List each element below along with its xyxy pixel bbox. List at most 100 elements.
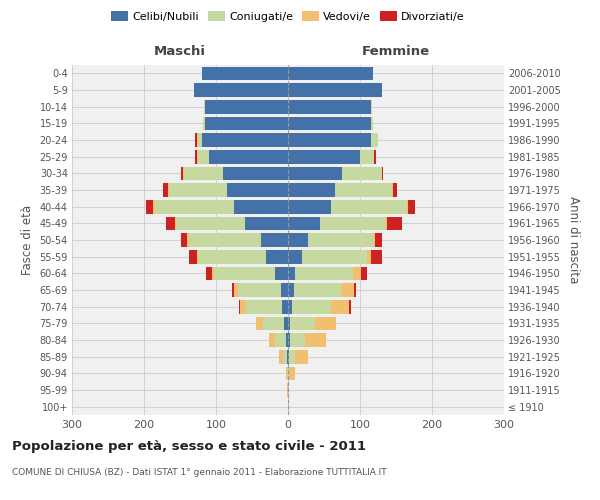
Bar — [198, 150, 209, 164]
Bar — [292, 300, 331, 314]
Bar — [287, 350, 288, 364]
Bar — [295, 266, 353, 280]
Bar — [197, 250, 198, 264]
Bar — [214, 266, 275, 280]
Bar — [280, 350, 283, 364]
Bar — [302, 250, 367, 264]
Bar — [181, 233, 187, 247]
Bar — [353, 266, 361, 280]
Bar — [374, 150, 376, 164]
Bar — [166, 216, 175, 230]
Bar — [349, 300, 350, 314]
Bar — [353, 283, 356, 297]
Bar — [371, 116, 373, 130]
Bar — [308, 233, 373, 247]
Bar — [194, 83, 288, 97]
Bar — [283, 350, 287, 364]
Bar — [198, 250, 266, 264]
Bar — [408, 200, 415, 213]
Bar — [288, 383, 289, 397]
Bar — [155, 200, 234, 213]
Bar — [288, 300, 292, 314]
Bar — [360, 150, 374, 164]
Bar — [245, 216, 288, 230]
Bar — [367, 250, 371, 264]
Text: Maschi: Maschi — [154, 46, 206, 59]
Bar — [202, 133, 288, 147]
Bar — [176, 216, 245, 230]
Bar — [289, 350, 295, 364]
Bar — [288, 366, 289, 380]
Bar — [392, 183, 393, 197]
Bar — [295, 350, 308, 364]
Bar — [266, 250, 288, 264]
Bar — [287, 383, 288, 397]
Bar — [203, 116, 205, 130]
Bar — [197, 133, 198, 147]
Bar — [232, 283, 234, 297]
Bar — [187, 233, 188, 247]
Bar — [205, 100, 288, 114]
Bar — [234, 283, 238, 297]
Bar — [290, 316, 316, 330]
Bar — [206, 266, 212, 280]
Bar — [320, 216, 385, 230]
Bar — [305, 333, 326, 347]
Bar — [204, 100, 205, 114]
Bar — [289, 366, 295, 380]
Bar — [269, 333, 275, 347]
Bar — [288, 333, 290, 347]
Bar — [288, 283, 294, 297]
Bar — [371, 250, 382, 264]
Bar — [263, 316, 284, 330]
Bar — [288, 233, 308, 247]
Bar — [286, 366, 287, 380]
Bar — [294, 283, 341, 297]
Bar — [212, 266, 214, 280]
Bar — [281, 283, 288, 297]
Bar — [205, 116, 288, 130]
Bar — [241, 300, 246, 314]
Bar — [288, 316, 290, 330]
Bar — [288, 116, 371, 130]
Bar — [284, 316, 288, 330]
Bar — [146, 200, 154, 213]
Bar — [290, 333, 305, 347]
Bar — [169, 183, 227, 197]
Bar — [361, 266, 367, 280]
Bar — [286, 333, 288, 347]
Bar — [288, 266, 295, 280]
Bar — [198, 133, 202, 147]
Bar — [197, 150, 198, 164]
Y-axis label: Anni di nascita: Anni di nascita — [568, 196, 580, 284]
Bar — [375, 233, 382, 247]
Bar — [195, 133, 197, 147]
Bar — [407, 200, 408, 213]
Bar — [371, 133, 378, 147]
Bar — [154, 200, 155, 213]
Bar — [288, 150, 360, 164]
Bar — [175, 216, 176, 230]
Bar — [190, 250, 197, 264]
Legend: Celibi/Nubili, Coniugati/e, Vedovi/e, Divorziati/e: Celibi/Nubili, Coniugati/e, Vedovi/e, Di… — [108, 8, 468, 25]
Bar — [275, 266, 288, 280]
Bar — [234, 200, 288, 213]
Bar — [183, 166, 184, 180]
Bar — [227, 183, 288, 197]
Bar — [195, 150, 197, 164]
Bar — [335, 183, 392, 197]
Bar — [288, 66, 373, 80]
Bar — [371, 100, 372, 114]
Bar — [163, 183, 169, 197]
Bar — [239, 300, 241, 314]
Bar — [288, 200, 331, 213]
Bar — [238, 283, 281, 297]
Bar — [287, 366, 288, 380]
Bar — [388, 216, 402, 230]
Bar — [288, 250, 302, 264]
Bar — [373, 233, 375, 247]
Bar — [393, 183, 397, 197]
Bar — [288, 183, 335, 197]
Bar — [282, 300, 288, 314]
Bar — [288, 216, 320, 230]
